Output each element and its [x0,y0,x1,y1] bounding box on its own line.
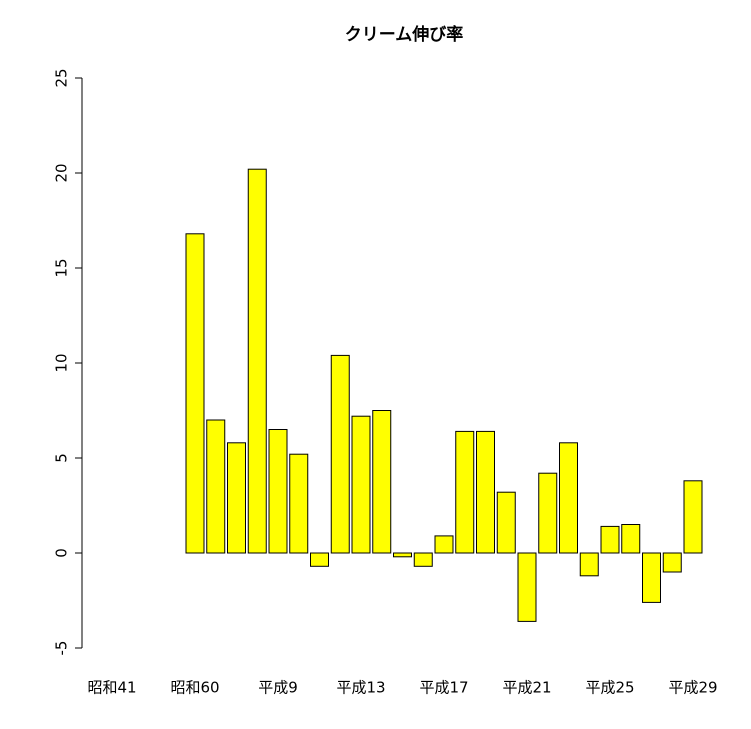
bar [185,233,205,554]
bar [538,472,558,554]
y-tick-label: -5 [53,641,71,656]
bar [206,419,226,554]
bar [600,525,620,554]
y-tick-label: 25 [53,68,71,87]
bar [351,415,371,554]
chart-title: クリーム伸び率 [345,24,464,45]
x-tick-label: 平成9 [258,679,298,697]
bar [247,168,267,554]
bar [642,552,661,603]
x-tick-label: 平成21 [502,679,551,697]
bar [434,535,454,554]
bar [559,442,578,554]
y-tick-label: 15 [53,258,71,277]
bar [496,491,516,554]
y-tick-label: 10 [53,353,71,372]
x-tick-label: 昭和41 [87,679,136,697]
bar [393,552,412,558]
bar [476,430,495,554]
bar [517,552,537,622]
bar [683,480,703,554]
bar [455,430,475,554]
x-tick-label: 平成29 [668,679,717,697]
bar [579,552,599,577]
x-tick-label: 平成25 [585,679,634,697]
bar [268,429,288,554]
y-tick-label: 0 [53,548,71,558]
bar [227,442,246,554]
bar [289,453,309,554]
y-tick-label: 5 [53,453,71,463]
bar [621,524,641,554]
bar [662,552,682,573]
bar [310,552,329,567]
bar [372,410,392,554]
bar [413,552,433,567]
x-tick-label: 昭和60 [170,679,219,697]
y-tick-label: 20 [53,163,71,182]
bar [330,354,350,554]
x-tick-label: 平成13 [336,679,385,697]
x-tick-label: 平成17 [419,679,468,697]
